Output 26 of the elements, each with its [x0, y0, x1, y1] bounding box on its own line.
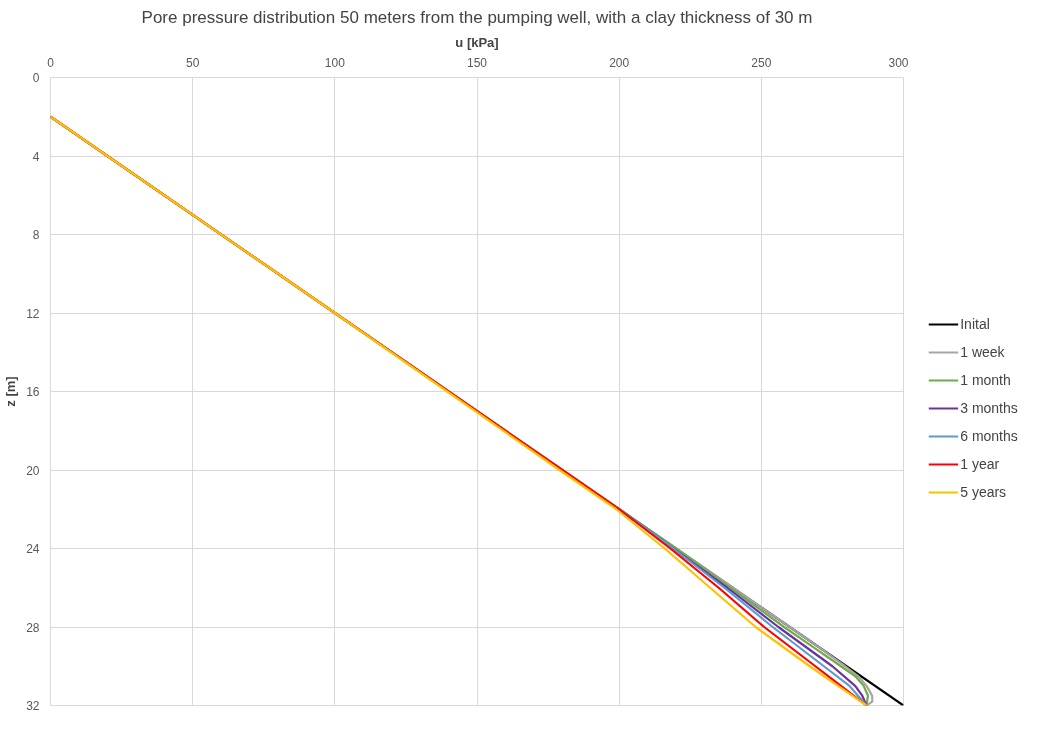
y-axis-title: z [m]	[3, 376, 19, 407]
x-tick-label: 250	[751, 55, 772, 70]
y-tick-label: 28	[26, 620, 40, 635]
x-tick-label: 50	[185, 55, 200, 70]
legend-label: 1 year	[960, 455, 1000, 472]
legend-label: 3 months	[960, 399, 1018, 416]
x-tick-label: 100	[324, 55, 346, 70]
x-tick-label: 0	[47, 55, 55, 70]
legend-label: Inital	[960, 315, 990, 332]
legend-label: 1 week	[960, 343, 1005, 360]
y-tick-label: 4	[32, 149, 40, 164]
y-tick-label: 32	[26, 699, 40, 713]
chart-title: Pore pressure distribution 50 meters from the pumping well, with a clay thickness of 30 m	[141, 7, 813, 27]
y-tick-label: 16	[26, 385, 40, 399]
y-tick-label: 8	[32, 228, 40, 242]
x-tick-label: 150	[466, 55, 488, 70]
x-tick-label: 200	[609, 55, 630, 70]
y-tick-label: 20	[26, 463, 40, 478]
legend-label: 5 years	[960, 483, 1007, 500]
y-tick-label: 12	[26, 306, 40, 321]
legend-label: 6 months	[960, 427, 1018, 444]
y-tick-label: 0	[32, 71, 40, 85]
legend-label: 1 month	[960, 371, 1011, 388]
x-axis-title: u [kPa]	[455, 34, 499, 50]
x-tick-label: 300	[888, 55, 909, 70]
y-tick-label: 24	[26, 542, 40, 556]
